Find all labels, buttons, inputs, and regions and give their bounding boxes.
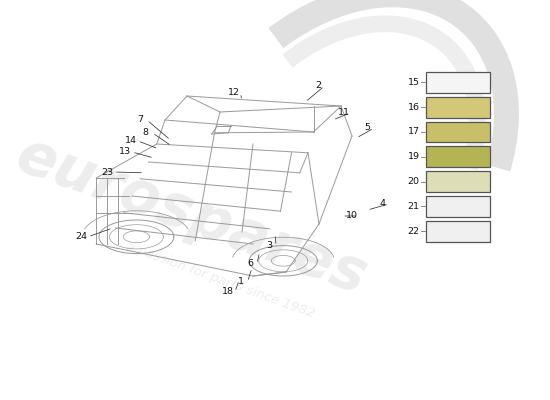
Text: 10: 10 [346,212,358,220]
Text: 22: 22 [408,227,420,236]
Bar [426,221,490,242]
Text: 6: 6 [248,260,253,268]
Text: 24: 24 [75,232,87,241]
Text: 11: 11 [338,108,350,117]
Text: 14: 14 [125,136,137,145]
Bar [426,146,490,167]
Text: 2: 2 [315,82,321,90]
Bar [426,122,490,142]
Text: 15: 15 [408,78,420,87]
Text: eurospares: eurospares [9,126,376,306]
Text: a passion for parts since 1982: a passion for parts since 1982 [124,240,316,320]
Text: 18: 18 [222,288,234,296]
Text: 8: 8 [143,128,148,137]
Text: 21: 21 [408,202,420,211]
Text: 4: 4 [379,200,385,208]
Bar [426,72,490,93]
Text: 12: 12 [228,88,240,97]
Text: 1: 1 [238,278,244,286]
Text: 13: 13 [119,148,131,156]
Text: 16: 16 [408,103,420,112]
Text: 20: 20 [408,177,420,186]
Text: 7: 7 [138,116,143,124]
Bar [426,97,490,118]
Text: 19: 19 [408,152,420,161]
Text: 3: 3 [266,242,273,250]
Text: 23: 23 [101,168,113,176]
Bar [426,196,490,217]
Bar [426,171,490,192]
Text: 5: 5 [365,124,370,132]
Text: 17: 17 [408,128,420,136]
